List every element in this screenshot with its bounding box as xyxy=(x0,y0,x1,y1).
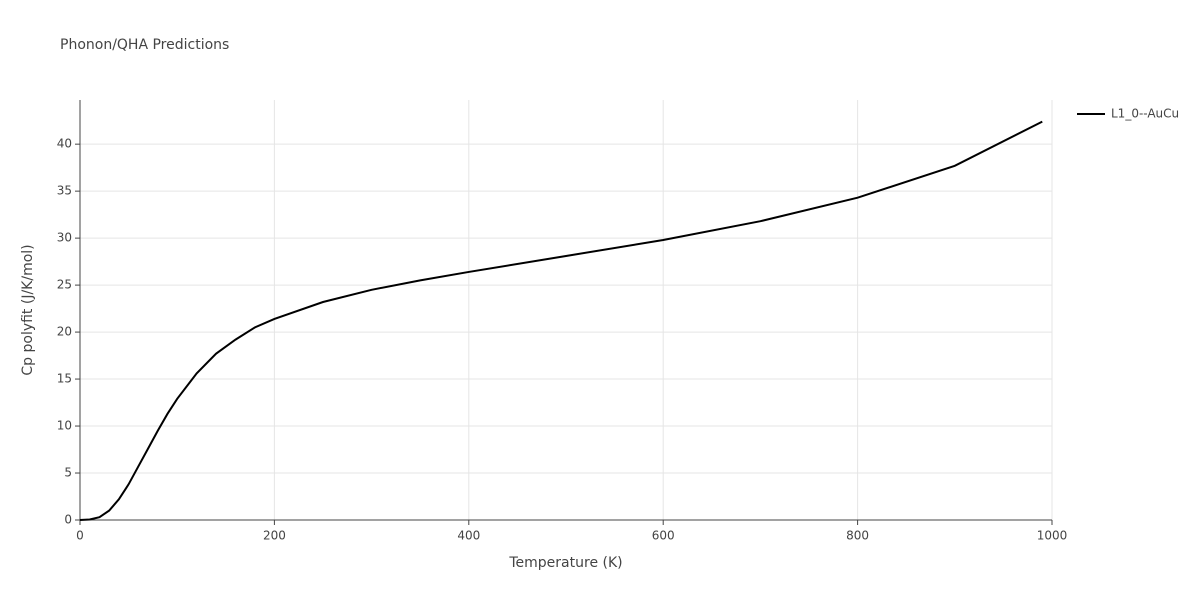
x-tick-label: 200 xyxy=(263,529,286,543)
y-tick-label: 20 xyxy=(57,325,72,339)
y-tick-label: 15 xyxy=(57,372,72,386)
data-line xyxy=(79,120,1043,521)
x-axis-label: Temperature (K) xyxy=(508,555,622,571)
legend-label: L1_0--AuCu xyxy=(1111,107,1179,121)
y-tick-label: 10 xyxy=(57,419,72,433)
x-tick-label: 1000 xyxy=(1037,529,1068,543)
x-tick-label: 0 xyxy=(76,529,84,543)
x-tick-label: 600 xyxy=(652,529,675,543)
x-tick-label: 800 xyxy=(846,529,869,543)
y-axis-label: Cp polyfit (J/K/mol) xyxy=(20,244,36,375)
y-tick-label: 35 xyxy=(57,184,72,198)
y-tick-label: 25 xyxy=(57,278,72,292)
y-tick-label: 5 xyxy=(64,466,72,480)
chart-title: Phonon/QHA Predictions xyxy=(60,37,229,53)
x-tick-label: 400 xyxy=(457,529,480,543)
y-tick-label: 0 xyxy=(64,513,72,527)
y-tick-label: 40 xyxy=(57,137,72,151)
y-tick-label: 30 xyxy=(57,231,72,245)
